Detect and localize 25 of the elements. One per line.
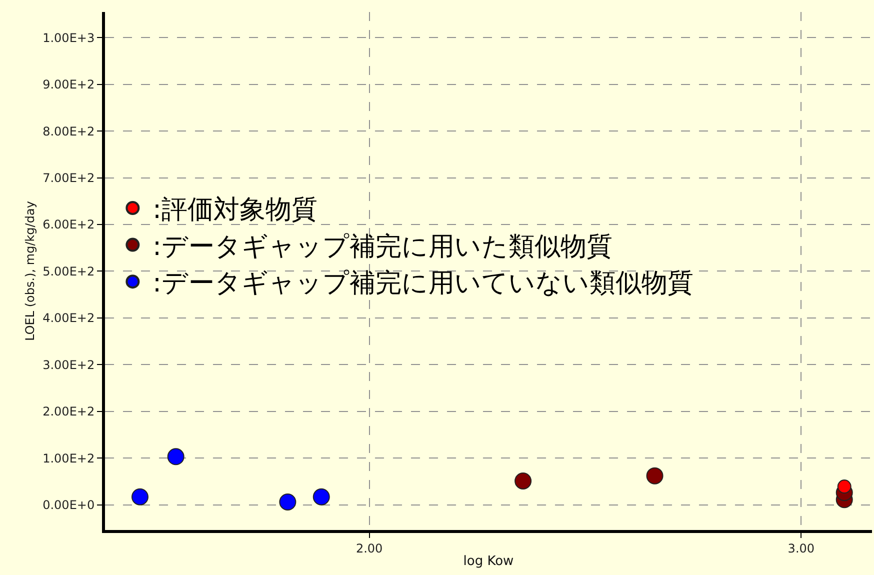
point: [514, 472, 532, 490]
y-tick-label: 1.00E+2: [42, 451, 95, 466]
x-axis-title: log Kow: [463, 554, 514, 569]
point: [837, 480, 852, 494]
y-tick-label: 5.00E+2: [42, 264, 95, 278]
y-tick-label: 7.00E+2: [42, 171, 95, 186]
y-tick-label: 2.00E+2: [42, 404, 95, 419]
point: [312, 488, 330, 506]
legend-label: :データギャップ補完に用いていない類似物質: [152, 268, 694, 299]
y-tick-label: 3.00E+2: [42, 358, 95, 372]
point: [131, 488, 148, 506]
y-axis-title: LOEL (obs.), mg/kg/day: [22, 201, 37, 341]
point: [167, 448, 184, 466]
y-tick-label: 6.00E+2: [42, 218, 95, 232]
y-tick-label: 0.00E+0: [42, 498, 95, 512]
y-tick-label: 4.00E+2: [42, 311, 95, 326]
legend-label: :データギャップ補完に用いた類似物質: [152, 232, 612, 262]
x-tick-label: 3.00: [788, 541, 815, 556]
y-tick-label: 1.00E+3: [42, 30, 95, 45]
y-tick-label: 9.00E+2: [42, 78, 95, 92]
point: [646, 467, 664, 484]
y-tick-label: 8.00E+2: [42, 124, 95, 138]
x-tick-label: 2.00: [356, 541, 383, 556]
legend-label: :評価対象物質: [152, 195, 318, 226]
point: [279, 493, 296, 510]
